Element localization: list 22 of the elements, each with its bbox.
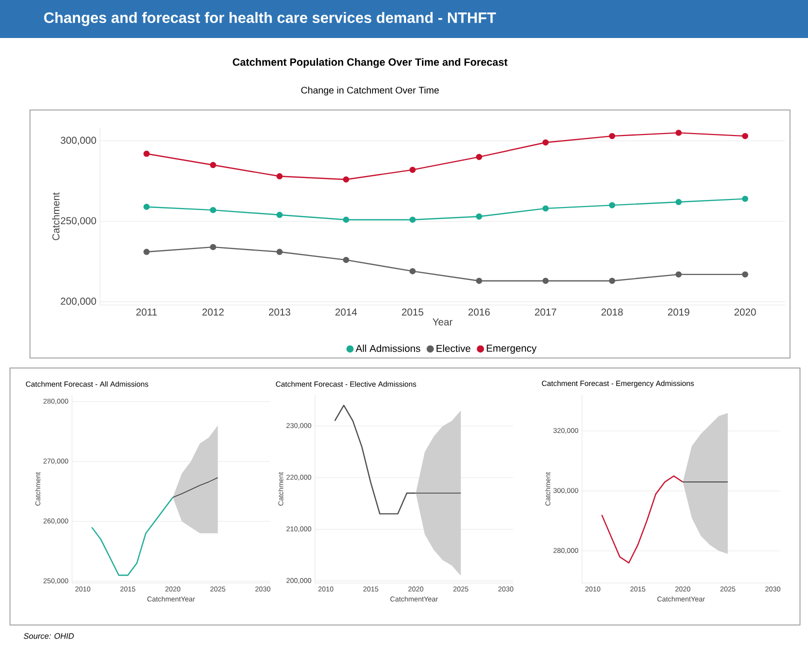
y-tick-label: 250,000 <box>60 217 96 226</box>
y-tick-label: 300,000 <box>60 136 96 146</box>
x-tick-label: 2015 <box>402 308 424 316</box>
x-axis-title: Year <box>432 318 452 326</box>
x-tick-label: 2019 <box>668 308 690 316</box>
x-tick-label: 2013 <box>268 308 290 316</box>
x-tick-label: 2014 <box>335 308 357 316</box>
y-tick-label: 200,000 <box>60 298 96 306</box>
legend-label: All Admissions <box>356 344 420 352</box>
x-tick-label: 2017 <box>534 308 556 316</box>
legend-label: Emergency <box>486 344 537 354</box>
chart-subtitle: Change in Catchment Over Time <box>301 86 439 96</box>
source-note: Source: OHID <box>24 633 74 639</box>
text: Changes and forecast for health care services demand - NTHFT <box>44 12 496 26</box>
y-axis-title: Catchment <box>52 192 60 240</box>
x-tick-label: 2018 <box>601 308 623 316</box>
legend-label: Elective <box>436 344 470 352</box>
chart-title: Catchment Population Change Over Time and Forecast <box>232 58 508 68</box>
x-tick-label: 2020 <box>734 308 756 316</box>
x-tick-label: 2011 <box>136 308 157 316</box>
x-tick-label: 2012 <box>202 308 224 316</box>
x-tick-label: 2016 <box>468 308 490 316</box>
